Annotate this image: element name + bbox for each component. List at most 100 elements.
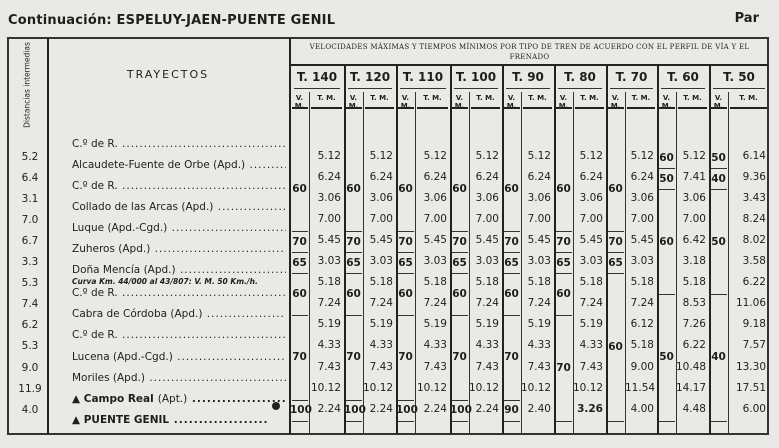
column-divider xyxy=(657,64,659,434)
speed-value: 60 xyxy=(292,183,307,196)
row-rule xyxy=(608,273,624,275)
tm-subheader: T. M. xyxy=(370,94,389,102)
row-rule xyxy=(348,88,392,89)
speed-value: 70 xyxy=(504,351,519,364)
column-divider xyxy=(47,38,49,434)
speed-value: 70 xyxy=(504,235,519,248)
row-rule xyxy=(711,168,727,169)
distance-value: 11.9 xyxy=(18,382,42,395)
station-row: Alcaudete-Fuente de Orbe (Apd.) ........… xyxy=(72,159,286,171)
time-value: 7.43 xyxy=(317,360,341,373)
time-value: 6.22 xyxy=(742,276,766,289)
row-rule xyxy=(417,107,448,109)
time-value: 6.24 xyxy=(423,171,447,184)
row-rule xyxy=(292,107,308,109)
distance-value: 6.7 xyxy=(21,235,39,248)
row-rule xyxy=(346,399,362,401)
time-value: 3.03 xyxy=(475,255,499,268)
distance-column-header: Distancias intermedias xyxy=(8,42,46,128)
time-value: 10.12 xyxy=(416,381,447,394)
time-value: 5.12 xyxy=(475,150,499,162)
distance-value: 5.2 xyxy=(21,151,39,163)
time-value: 2.24 xyxy=(317,402,341,415)
time-value: 5.12 xyxy=(579,150,603,162)
column-divider xyxy=(396,64,398,434)
tm-subheader: T. M. xyxy=(683,94,702,102)
row-rule xyxy=(608,252,624,254)
leader-dots: ........................................… xyxy=(206,308,286,321)
speed-value: 70 xyxy=(398,351,413,364)
column-divider xyxy=(289,38,291,434)
time-value: 9.00 xyxy=(630,360,654,373)
time-value: 6.00 xyxy=(742,402,766,415)
row-rule xyxy=(504,252,520,254)
column-divider xyxy=(606,64,608,434)
time-value: 6.24 xyxy=(579,171,603,184)
time-value: 3.43 xyxy=(742,192,766,205)
station-row: Collado de las Arcas (Apd.) ............… xyxy=(72,201,286,213)
time-value: 14.17 xyxy=(676,381,707,394)
speed-value: 65 xyxy=(556,256,571,269)
speed-value: 70 xyxy=(556,235,571,248)
station-name: Campo Real xyxy=(83,392,154,405)
time-value: 2.40 xyxy=(527,402,551,415)
time-value: 10.12 xyxy=(521,381,552,394)
time-value: 5.18 xyxy=(369,276,393,289)
time-value: 3.58 xyxy=(742,255,766,268)
time-value: 7.00 xyxy=(475,213,499,226)
row-rule xyxy=(556,420,572,422)
time-value: 4.33 xyxy=(579,339,603,352)
station-row: Cabra de Córdoba (Apd.) ................… xyxy=(72,308,286,320)
row-rule xyxy=(608,107,624,109)
time-value: 3.06 xyxy=(369,192,393,205)
speed-value: 70 xyxy=(292,351,307,364)
row-rule xyxy=(452,420,468,422)
speed-value: 60 xyxy=(398,288,413,301)
row-rule xyxy=(292,231,308,233)
speed-value: 60 xyxy=(292,288,307,301)
time-value: 5.45 xyxy=(423,234,447,247)
time-value: 5.18 xyxy=(317,276,341,289)
time-value: 3.03 xyxy=(369,255,393,268)
row-rule xyxy=(311,107,342,109)
speed-value: 60 xyxy=(346,183,361,196)
time-value: 5.19 xyxy=(579,318,603,331)
speed-value: 60 xyxy=(556,183,571,196)
station-row: Zuheros (Apd.) .........................… xyxy=(72,243,286,255)
time-value: 5.45 xyxy=(527,234,551,247)
vm-subheader: V. M. xyxy=(661,94,672,110)
speed-value: 65 xyxy=(452,256,467,269)
time-value: 5.18 xyxy=(630,276,654,289)
time-value: 3.06 xyxy=(630,192,654,205)
distance-value: 4.0 xyxy=(21,403,39,416)
time-value: 4.33 xyxy=(527,339,551,352)
time-value: 5.19 xyxy=(527,318,551,331)
station-name: C.º de R. xyxy=(72,138,118,150)
row-rule xyxy=(610,88,653,89)
speed-value: 40 xyxy=(711,351,726,364)
vm-subheader: V. M. xyxy=(713,94,724,110)
time-value: 3.06 xyxy=(579,192,603,205)
speed-value: 60 xyxy=(659,235,674,248)
leader-dots: ........................................… xyxy=(154,243,286,256)
row-rule xyxy=(365,107,394,109)
time-value: 3.18 xyxy=(682,255,706,268)
tm-subheader: T. M. xyxy=(423,94,442,102)
time-value: 7.24 xyxy=(475,297,499,310)
column-divider xyxy=(728,92,729,434)
station-row: Doña Mencía (Apd.) .....................… xyxy=(72,264,286,276)
distance-value: 5.3 xyxy=(21,340,39,353)
time-value: 3.03 xyxy=(630,255,654,268)
row-rule xyxy=(292,399,308,401)
station-name: PUENTE GENIL xyxy=(83,413,170,426)
time-value: 6.12 xyxy=(630,318,654,331)
time-value: 7.00 xyxy=(630,213,654,226)
leader-dots: ........................................… xyxy=(122,287,286,300)
station-suffix: (Apt.) xyxy=(157,392,188,405)
filled-circle-icon xyxy=(272,401,280,410)
station-row: Moriles (Apd.) .........................… xyxy=(72,372,286,384)
time-value: 7.24 xyxy=(423,297,447,310)
time-value: 6.24 xyxy=(527,171,551,184)
time-value: 7.43 xyxy=(579,360,603,373)
row-rule xyxy=(556,252,572,254)
